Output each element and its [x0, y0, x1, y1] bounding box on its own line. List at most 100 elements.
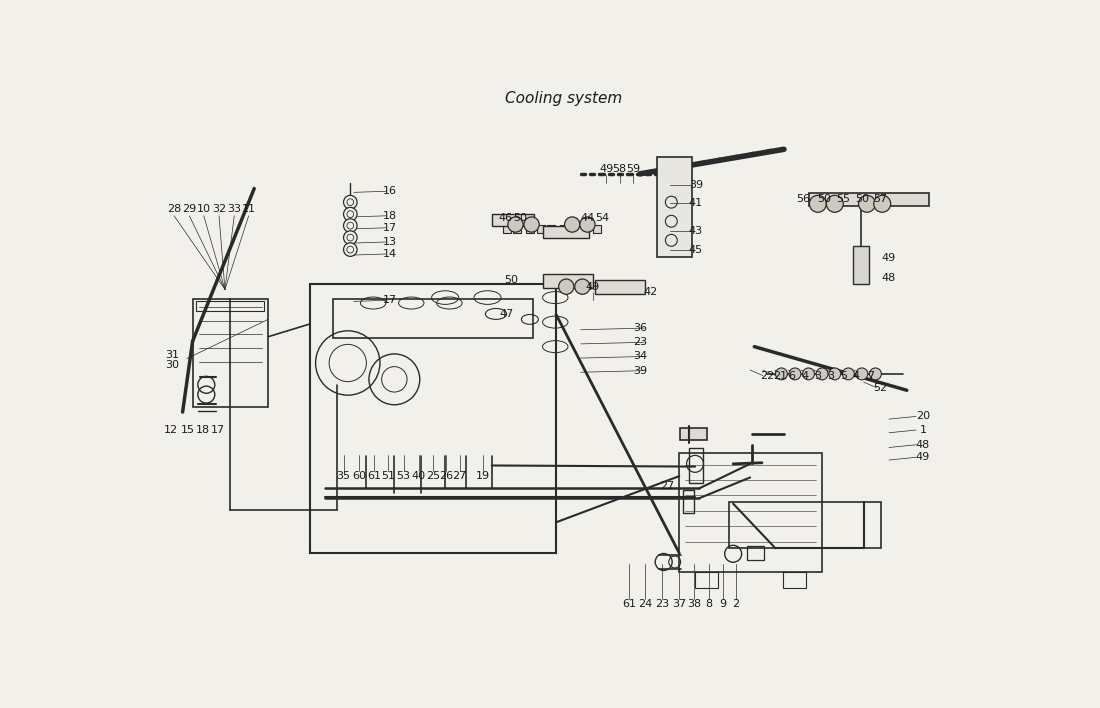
- Bar: [783, 572, 806, 588]
- Text: 32: 32: [212, 204, 227, 215]
- Text: 34: 34: [632, 351, 647, 362]
- Text: 47: 47: [499, 309, 514, 319]
- Circle shape: [843, 368, 855, 379]
- Text: 56: 56: [796, 195, 811, 205]
- Text: 9: 9: [719, 600, 726, 610]
- Text: 49: 49: [585, 282, 600, 292]
- Bar: [542, 226, 588, 239]
- Text: 41: 41: [689, 198, 703, 208]
- Text: 38: 38: [688, 600, 702, 610]
- Text: 2: 2: [733, 600, 739, 610]
- Text: 17: 17: [383, 295, 397, 305]
- Circle shape: [826, 195, 844, 212]
- Bar: [695, 572, 717, 588]
- Text: 49: 49: [600, 164, 613, 174]
- Circle shape: [869, 368, 881, 379]
- Text: 50: 50: [514, 213, 528, 223]
- Text: 18: 18: [196, 425, 210, 435]
- Text: 7: 7: [867, 370, 873, 380]
- Text: 29: 29: [183, 204, 197, 215]
- Text: 61: 61: [621, 600, 636, 610]
- Bar: [310, 284, 556, 553]
- Text: 6: 6: [788, 370, 795, 380]
- Circle shape: [559, 279, 574, 295]
- Text: 5: 5: [839, 370, 847, 380]
- Bar: [192, 299, 268, 407]
- Text: 60: 60: [352, 472, 366, 481]
- Text: 61: 61: [367, 472, 381, 481]
- Bar: [492, 214, 535, 227]
- Text: 49: 49: [881, 253, 895, 263]
- Bar: [680, 453, 822, 572]
- Text: 50: 50: [855, 195, 869, 205]
- Text: 44: 44: [581, 213, 595, 223]
- Text: 26: 26: [439, 472, 453, 481]
- Text: 59: 59: [626, 164, 640, 174]
- Text: 57: 57: [873, 195, 888, 205]
- Bar: [543, 274, 594, 288]
- Bar: [513, 224, 521, 233]
- Bar: [657, 156, 692, 257]
- Bar: [581, 224, 590, 233]
- Circle shape: [803, 368, 814, 379]
- Bar: [560, 224, 568, 233]
- Text: 53: 53: [397, 472, 410, 481]
- Text: 25: 25: [426, 472, 440, 481]
- Circle shape: [580, 217, 595, 232]
- Bar: [810, 193, 928, 205]
- Bar: [503, 224, 512, 233]
- Text: 43: 43: [689, 226, 703, 236]
- Circle shape: [816, 368, 828, 379]
- Text: 39: 39: [689, 180, 703, 190]
- Circle shape: [343, 195, 358, 209]
- Circle shape: [564, 217, 580, 232]
- Text: 55: 55: [836, 195, 850, 205]
- Text: 8: 8: [705, 600, 712, 610]
- Circle shape: [343, 243, 358, 256]
- Circle shape: [873, 195, 891, 212]
- Bar: [526, 224, 535, 233]
- Bar: [595, 280, 645, 294]
- Text: 14: 14: [383, 249, 397, 259]
- Text: 23: 23: [654, 600, 669, 610]
- Text: 45: 45: [689, 244, 703, 255]
- Bar: [729, 502, 881, 548]
- Text: 40: 40: [411, 472, 426, 481]
- Circle shape: [776, 368, 788, 379]
- Text: 58: 58: [613, 164, 627, 174]
- Bar: [854, 246, 869, 285]
- Text: 15: 15: [180, 425, 195, 435]
- Text: 24: 24: [638, 600, 652, 610]
- Text: 30: 30: [165, 360, 179, 370]
- Text: 10: 10: [197, 204, 211, 215]
- Text: 23: 23: [632, 337, 647, 348]
- Circle shape: [575, 279, 590, 295]
- Text: 17: 17: [383, 223, 397, 233]
- Text: 27: 27: [660, 481, 674, 491]
- Text: 54: 54: [595, 213, 609, 223]
- Text: 3: 3: [814, 370, 822, 380]
- Circle shape: [343, 231, 358, 244]
- Bar: [689, 448, 703, 483]
- Text: 1: 1: [920, 425, 926, 435]
- Text: 28: 28: [167, 204, 182, 215]
- Text: 37: 37: [672, 600, 686, 610]
- Bar: [683, 490, 694, 513]
- Bar: [332, 299, 534, 338]
- Text: Cooling system: Cooling system: [505, 91, 623, 106]
- Circle shape: [810, 195, 826, 212]
- Text: 17: 17: [211, 425, 226, 435]
- Circle shape: [856, 368, 868, 379]
- Text: 42: 42: [644, 287, 658, 297]
- Text: 46: 46: [498, 213, 513, 223]
- Text: 4: 4: [802, 370, 808, 380]
- Text: 39: 39: [632, 365, 647, 376]
- Text: 36: 36: [632, 323, 647, 333]
- Circle shape: [789, 368, 801, 379]
- Text: 50: 50: [504, 275, 518, 285]
- Bar: [571, 224, 579, 233]
- Text: 3: 3: [827, 370, 834, 380]
- Text: 35: 35: [337, 472, 351, 481]
- Text: 48: 48: [881, 273, 895, 283]
- Text: 49: 49: [916, 452, 930, 462]
